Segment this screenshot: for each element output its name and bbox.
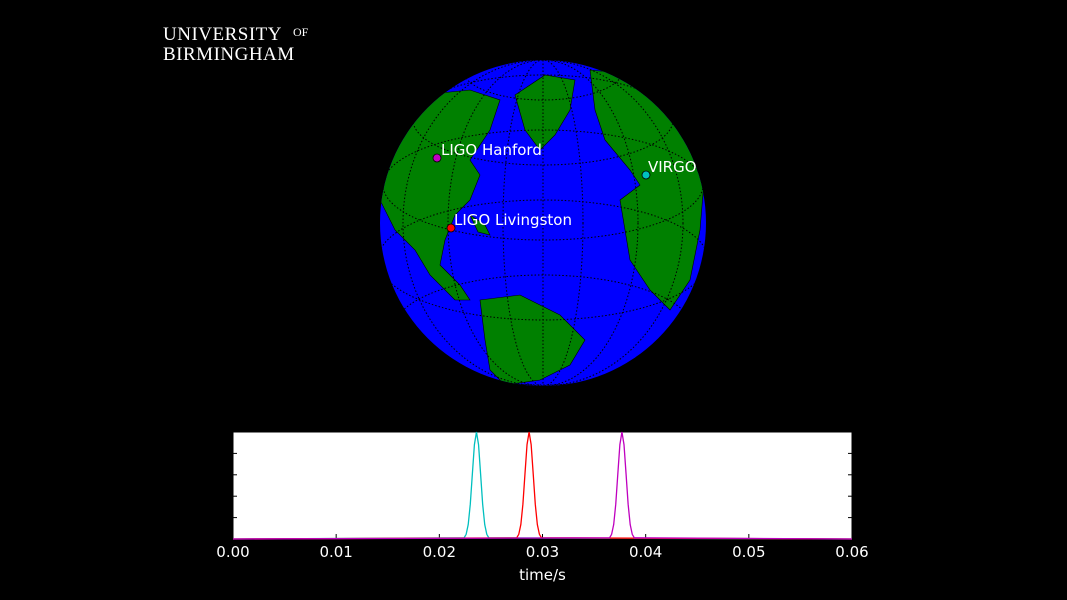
detector-label: LIGO Livingston: [454, 211, 572, 229]
plot-background: [232, 431, 853, 540]
x-tick-label: 0.00: [216, 543, 249, 561]
logo-line: BIRMINGHAM: [163, 44, 295, 65]
series-line: [232, 431, 853, 540]
x-tick-label: 0.03: [526, 543, 559, 561]
x-tick-label: 0.04: [629, 543, 662, 561]
detector-marker: [432, 153, 442, 163]
x-tick-label: 0.06: [835, 543, 868, 561]
series-line: [232, 431, 853, 540]
series-line: [232, 431, 853, 540]
detector-label: VIRGO: [648, 158, 697, 176]
x-axis-label: time/s: [519, 566, 566, 584]
detector-marker: [641, 170, 651, 180]
x-tick-label: 0.01: [319, 543, 352, 561]
logo-line: UNIVERSITY: [163, 24, 282, 45]
x-tick-label: 0.02: [423, 543, 456, 561]
logo-of: OF: [293, 25, 309, 39]
globe: [380, 60, 706, 386]
detector-label: LIGO Hanford: [441, 141, 542, 159]
detector-marker: [446, 223, 456, 233]
x-tick-label: 0.05: [732, 543, 765, 561]
land: [380, 69, 706, 386]
